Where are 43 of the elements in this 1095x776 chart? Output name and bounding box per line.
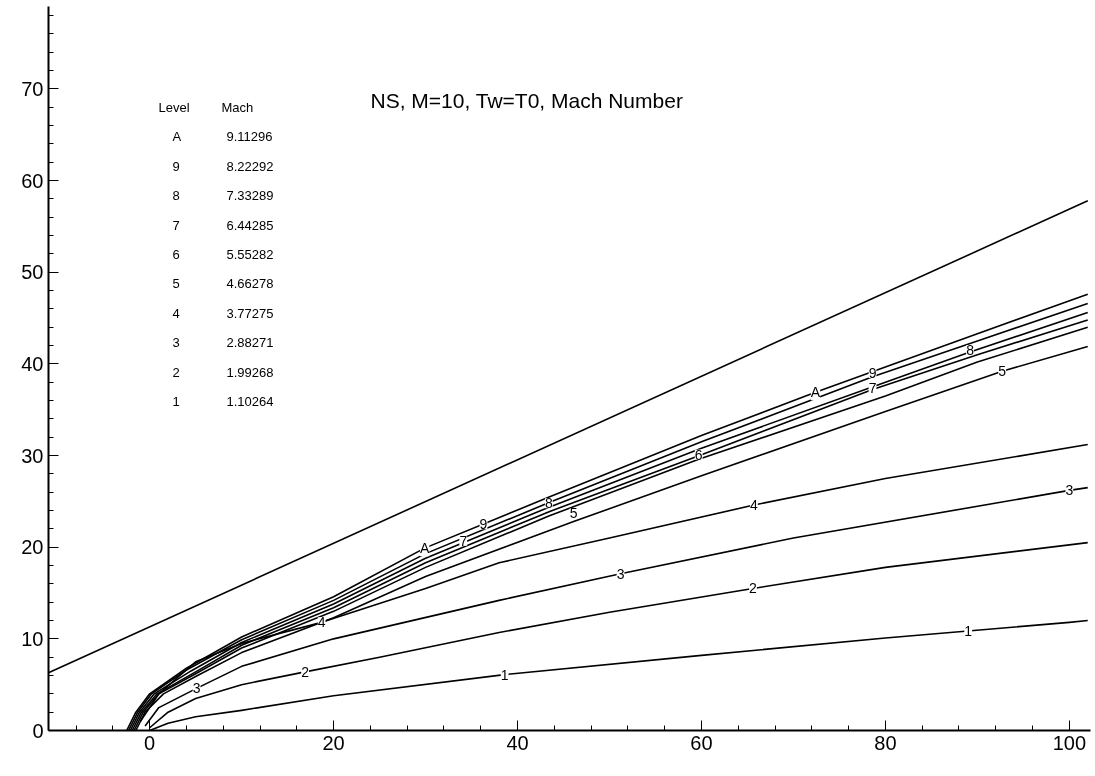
x-tick-label: 80 <box>874 731 897 754</box>
annotation: 8 <box>966 342 975 359</box>
annotation: 3 <box>192 680 201 697</box>
text: 6 5.55282 <box>172 247 274 262</box>
x-tick-label: 100 <box>1052 731 1087 754</box>
annotation: 1 <box>500 666 509 683</box>
annotation: 2 <box>749 580 758 597</box>
annotation: 7 <box>459 532 468 549</box>
annotation: 3 <box>1065 482 1074 499</box>
text: 3 2.88271 <box>172 335 274 351</box>
x-tick-label: 0 <box>144 731 156 754</box>
x-tick-label: 20 <box>322 731 345 754</box>
annotation: 9 <box>868 365 877 382</box>
annotation: 5 <box>998 363 1007 380</box>
text: 2 1.99268 <box>172 364 274 380</box>
y-tick-label: 50 <box>21 261 44 284</box>
text: 5 4.66278 <box>172 276 274 292</box>
text: 1 1.10264 <box>172 394 274 409</box>
text: A 9.11296 <box>172 129 273 145</box>
text: 9 8.22292 <box>172 158 274 174</box>
text: 4 3.77275 <box>172 305 274 321</box>
annotation: 9 <box>479 516 488 533</box>
annotation: 6 <box>694 446 703 463</box>
x-tick-label: 40 <box>506 731 529 754</box>
text: NS, M=10, Tw=T0, Mach Number <box>370 89 683 112</box>
annotation: 2 <box>301 663 310 680</box>
y-tick-label: 40 <box>21 352 44 375</box>
x-tick-label: 60 <box>690 731 713 754</box>
text: 8 7.33289 <box>172 188 274 204</box>
y-tick-label: 20 <box>21 536 44 559</box>
annotation: 7 <box>868 379 877 396</box>
annotation: 5 <box>569 505 578 522</box>
y-tick-label: 10 <box>21 627 44 650</box>
annotation: 4 <box>750 497 758 514</box>
annotation: 3 <box>616 565 625 582</box>
y-tick-label: 30 <box>21 444 44 467</box>
y-tick-label: 70 <box>21 77 44 100</box>
text: Level Mach <box>158 100 254 115</box>
text: 7 6.44285 <box>172 217 274 233</box>
annotation: 4 <box>317 614 326 631</box>
y-tick-label: 60 <box>21 169 44 192</box>
annotation: 8 <box>544 495 553 512</box>
annotation: 1 <box>964 622 973 639</box>
